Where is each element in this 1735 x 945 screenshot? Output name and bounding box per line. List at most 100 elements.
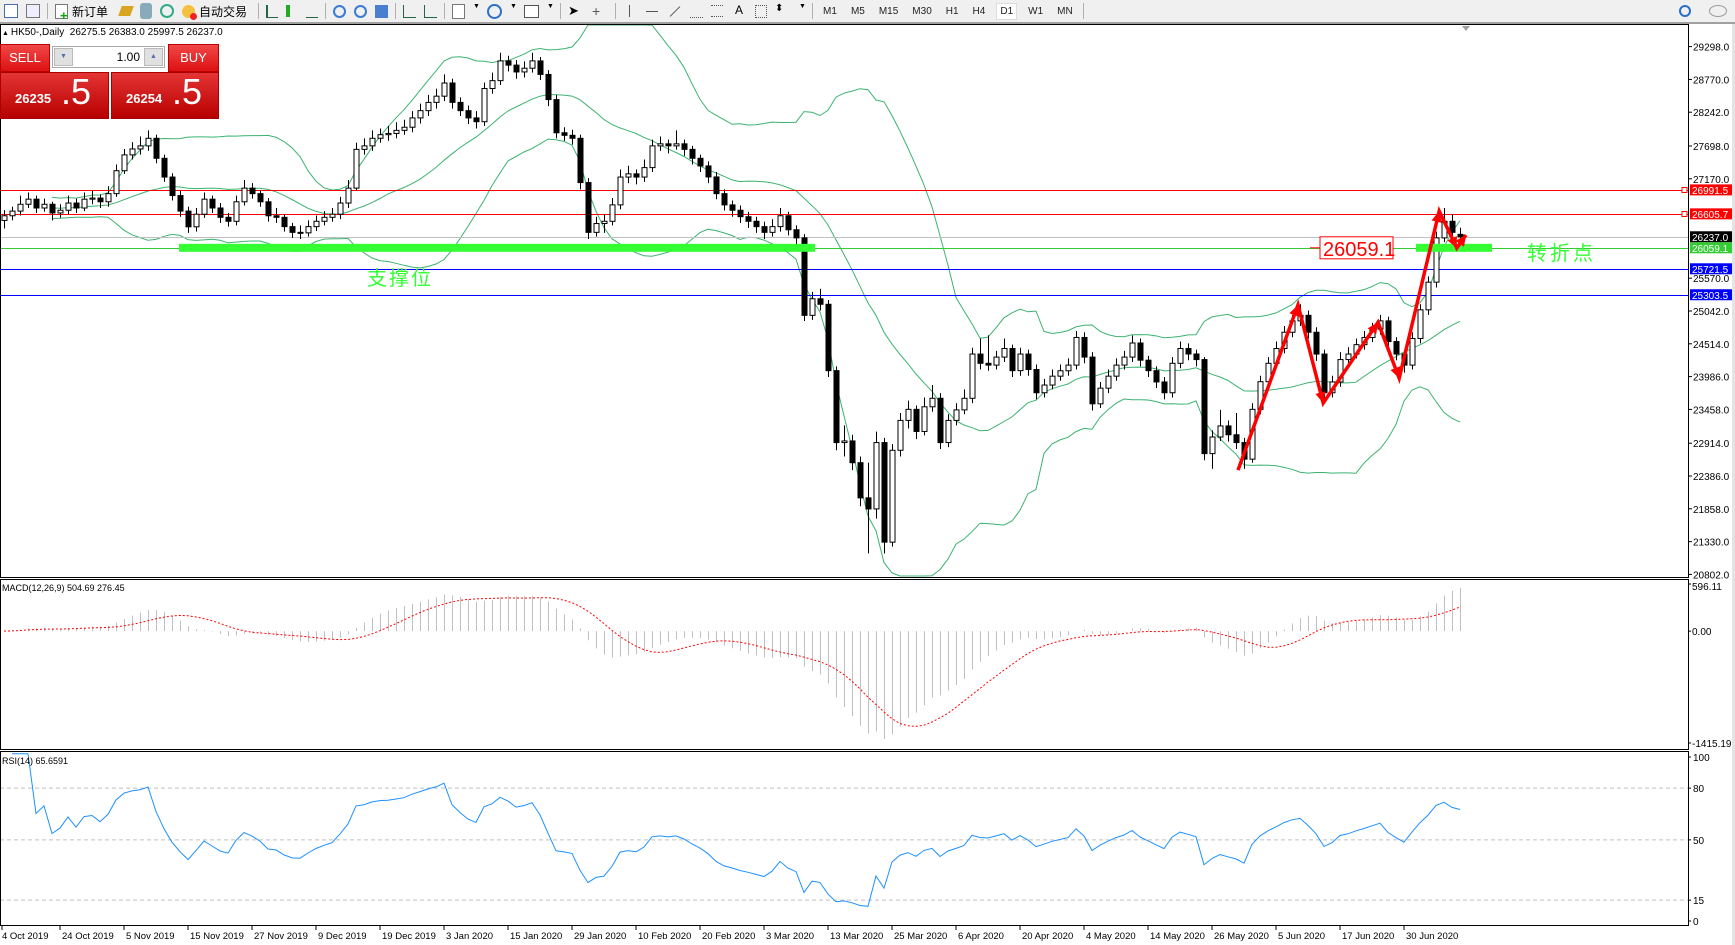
zoom-out-icon[interactable] (354, 4, 368, 18)
timeframe-m15[interactable]: M15 (878, 5, 899, 17)
candle-body-bear (665, 143, 672, 147)
candle-body-bear (569, 134, 576, 139)
candlestick-icon[interactable] (286, 5, 298, 17)
timeframe-mn[interactable]: MN (1057, 5, 1073, 17)
price-marker-label: 26991.5 (1692, 186, 1729, 197)
periods-clock-icon[interactable] (487, 3, 503, 19)
timeframe-h1[interactable]: H1 (945, 5, 959, 17)
timeframe-h4[interactable]: H4 (972, 5, 986, 17)
lot-increase-button[interactable]: ▲ (144, 48, 163, 66)
search-icon[interactable] (1679, 5, 1691, 17)
text-icon[interactable]: A (735, 3, 744, 17)
bar-chart-icon[interactable] (266, 4, 279, 18)
text-label-icon[interactable] (755, 4, 768, 18)
candle (329, 207, 336, 222)
auto-trade-icon[interactable] (182, 4, 198, 20)
zoom-in-icon[interactable] (333, 4, 347, 18)
trendline-icon[interactable] (669, 5, 681, 17)
arrowhead-icon (1315, 391, 1326, 404)
auto-trade-button[interactable]: 自动交易 (199, 4, 248, 19)
separator (812, 3, 814, 19)
candle (1393, 337, 1400, 361)
buy-button[interactable]: BUY (168, 44, 219, 72)
new-order-icon[interactable]: + (55, 3, 68, 22)
arrows-icon[interactable]: ⬍ (775, 3, 784, 14)
horizontal-line-icon[interactable] (646, 10, 659, 12)
candle-body-bull (313, 220, 320, 228)
candle-body-bull (137, 145, 144, 150)
candle (769, 219, 776, 237)
candle-body-bull (353, 148, 360, 189)
lot-decrease-button[interactable]: ▼ (54, 48, 73, 66)
dropdown-arrow-icon[interactable]: ▼ (547, 3, 554, 10)
candle (641, 159, 648, 182)
right-scrollbar[interactable] (1732, 24, 1735, 945)
candle (1345, 347, 1352, 365)
crosshair-icon[interactable]: + (592, 3, 601, 19)
candle (777, 207, 784, 232)
rsi-label: RSI(14) 65.6591 (2, 756, 68, 766)
candle (961, 389, 968, 415)
timeframe-m30[interactable]: M30 (912, 5, 932, 17)
candle (713, 171, 720, 200)
candle-body-bear (729, 204, 736, 211)
timeframe-w1[interactable]: W1 (1028, 5, 1044, 17)
dropdown-arrow-icon[interactable]: ▼ (799, 3, 806, 10)
templates-icon[interactable] (524, 4, 540, 18)
candle-body-bear (1457, 233, 1464, 238)
timeframe-d1[interactable]: D1 (996, 2, 1018, 20)
date-tick-label: 9 Dec 2019 (318, 931, 367, 942)
candle (529, 52, 536, 73)
chart-area[interactable]: 支撑位 转折点 26059.1 MACD(12,26,9) 504.69 276.4… (0, 24, 1735, 945)
arrowhead-icon (1455, 235, 1466, 247)
database-icon[interactable] (140, 3, 153, 19)
candle (913, 405, 920, 440)
candle-body-bear (1161, 381, 1168, 394)
candle-body-bear (561, 132, 568, 136)
lot-size-input[interactable]: ▼ 1.00 ▲ (52, 46, 165, 68)
chart-shift-icon[interactable] (424, 4, 438, 18)
candle-body-bull (929, 397, 936, 408)
date-tick-label: 30 Jun 2020 (1406, 931, 1458, 942)
candle-body-bear (545, 73, 552, 101)
candle (937, 393, 944, 450)
cursor-icon[interactable]: ➤ (568, 3, 579, 18)
dropdown-arrow-icon[interactable]: ▼ (473, 3, 480, 10)
new-order-button[interactable]: 新订单 (72, 4, 109, 19)
collapse-triangle-icon[interactable]: ▲ (2, 30, 11, 37)
candle (257, 189, 264, 207)
candle (265, 198, 272, 222)
indicators-icon[interactable] (452, 3, 466, 19)
timeframe-m1[interactable]: M1 (823, 5, 837, 17)
line-chart-icon[interactable] (306, 5, 319, 18)
zoom-chart-icon[interactable] (26, 4, 40, 18)
list-icon[interactable] (4, 4, 18, 18)
signal-icon[interactable] (160, 4, 175, 18)
sell-price-button[interactable]: 26235 .5 (0, 71, 109, 119)
rsi-tick-label: 0 (1693, 917, 1699, 928)
date-tick-label: 3 Mar 2020 (766, 931, 814, 942)
candle (225, 212, 232, 227)
fibonacci-fan-icon[interactable] (690, 5, 704, 18)
candle-body-bear (281, 216, 288, 228)
tile-windows-icon[interactable] (375, 4, 389, 18)
buy-price-button[interactable]: 26254 .5 (111, 71, 219, 119)
price-marker-box (1690, 242, 1733, 254)
candle (17, 195, 24, 216)
vertical-line-icon[interactable] (629, 5, 631, 17)
candle-body-bull (129, 148, 136, 156)
gold-icon[interactable] (118, 6, 134, 16)
candle (657, 136, 664, 151)
candle-body-bear (1193, 353, 1200, 361)
dropdown-arrow-icon[interactable]: ▼ (510, 3, 517, 10)
candle-body-bear (265, 201, 272, 217)
timeframe-m5[interactable]: M5 (850, 5, 865, 17)
candle-body-bear (833, 370, 840, 444)
candle-body-bear (1009, 348, 1016, 372)
candle-body-bear (33, 198, 40, 209)
chat-icon[interactable] (1709, 5, 1727, 17)
auto-scroll-icon[interactable] (403, 4, 417, 18)
fibonacci-retracement-icon[interactable] (711, 5, 724, 17)
candle (345, 180, 352, 208)
sell-button[interactable]: SELL (0, 44, 50, 72)
